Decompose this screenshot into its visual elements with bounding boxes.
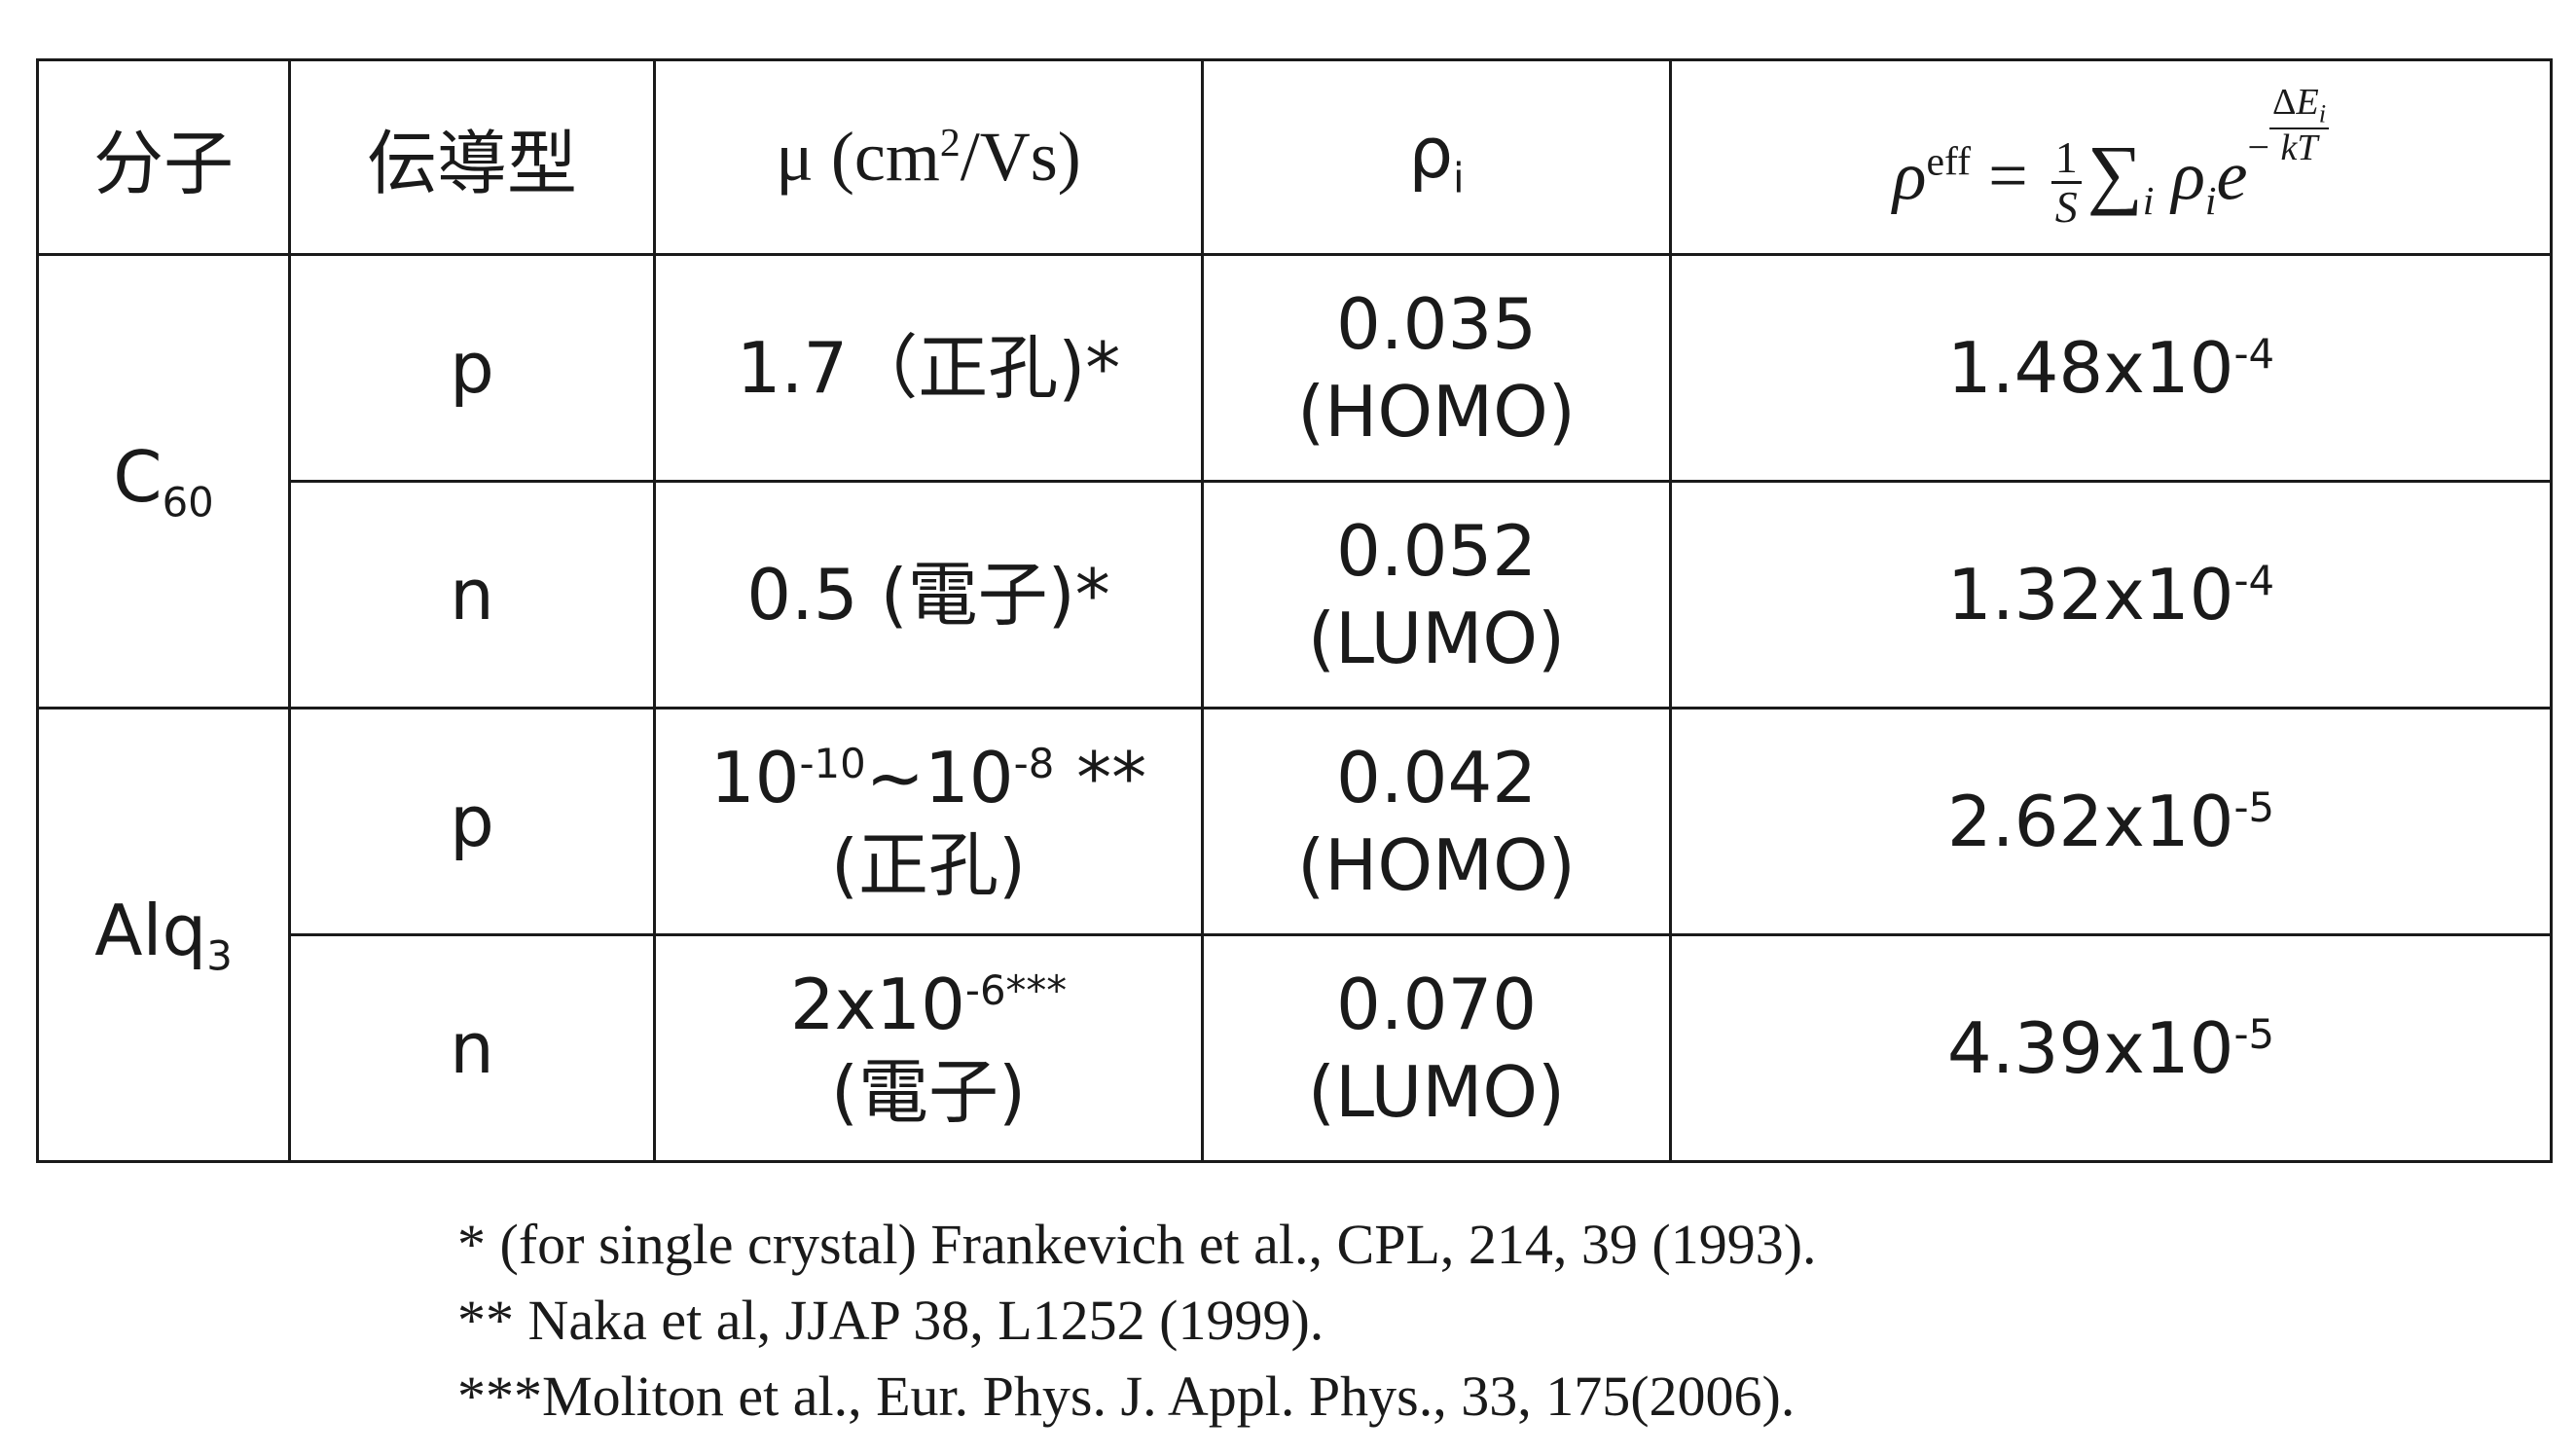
formula-exp-den: kT	[2280, 127, 2318, 169]
rho-value: 0.070	[1335, 964, 1538, 1045]
formula-rho-sub: i	[2204, 178, 2217, 224]
rho-orbital: (HOMO)	[1297, 824, 1576, 906]
mobility-b-exp: -8	[1013, 740, 1055, 787]
formula-e: e	[2216, 136, 2248, 215]
mobility-unit-sup: 2	[939, 121, 961, 165]
cell-type: p	[288, 707, 656, 936]
mobility-line: 0.5 (電子)*	[746, 554, 1110, 636]
cell-rho-eff: 1.32x10-4	[1669, 480, 2553, 709]
mobility-carrier: (電子)	[830, 1051, 1027, 1133]
header-row: 分子 伝導型 μ (cm2/Vs) ρi ρeff = 1 S ∑i ρie− ΔEi…	[36, 58, 2553, 256]
molecule-sub: 3	[206, 931, 233, 980]
cell-rho-eff: 2.62x10-5	[1669, 707, 2553, 936]
cell-rho: 0.070 (LUMO)	[1201, 933, 1672, 1163]
molecule-base: C	[113, 436, 163, 519]
formula-equals: =	[1988, 136, 2028, 215]
rho-value: 0.052	[1335, 510, 1538, 592]
cell-rho: 0.035 (HOMO)	[1201, 253, 1672, 483]
cell-rho: 0.042 (HOMO)	[1201, 707, 1672, 936]
header-mobility: μ (cm2/Vs)	[653, 58, 1204, 256]
mobility-line: 10-10~10-8 **	[656, 734, 1201, 821]
cell-rho-eff: 1.48x10-4	[1669, 253, 2553, 483]
formula-exp-E: E	[2296, 81, 2319, 123]
formula-exp-num: ΔEi	[2269, 81, 2330, 130]
cell-molecule-alq3: Alq3	[36, 707, 291, 1163]
header-molecule: 分子	[36, 58, 291, 256]
mobility-suffix: /Vs)	[960, 118, 1081, 196]
eff-exp: -5	[2233, 783, 2275, 831]
cell-mobility: 0.5 (電子)*	[653, 480, 1204, 709]
formula-exp-sign: −	[2247, 125, 2270, 169]
header-conduction-type: 伝導型	[288, 58, 656, 256]
formula-exp-delta: Δ	[2272, 81, 2297, 123]
eff-base: 4.39x10	[1946, 1007, 2234, 1089]
mobility-a: 10	[709, 737, 800, 818]
header-rho-i: ρi	[1201, 58, 1672, 256]
mobility-a-exp: -10	[799, 740, 866, 787]
table-row: n 0.5 (電子)* 0.052 (LUMO) 1.32x10-4	[38, 480, 2553, 709]
mobility-prefix: μ (cm	[776, 118, 940, 196]
rho-i-base: ρ	[1408, 112, 1454, 195]
cell-molecule-c60: C60	[36, 253, 291, 709]
cell-mobility: 2x10-6*** (電子)	[653, 933, 1204, 1163]
cell-rho-eff: 4.39x10-5	[1669, 933, 2553, 1163]
formula-frac-num: 1	[2050, 133, 2082, 185]
mobility-carrier: (正孔)	[830, 824, 1027, 906]
table-row: n 2x10-6*** (電子) 0.070 (LUMO) 4.39x10-5	[38, 933, 2553, 1163]
mobility-stars: **	[1054, 737, 1147, 818]
footnote: ** Naka et al, JJAP 38, L1252 (1999).	[457, 1289, 1324, 1352]
footnote: * (for single crystal) Frankevich et al.…	[457, 1213, 1817, 1276]
formula-frac-den: S	[2054, 182, 2078, 233]
cell-rho: 0.052 (LUMO)	[1201, 480, 1672, 709]
rho-orbital: (LUMO)	[1307, 1051, 1566, 1133]
cell-type: n	[288, 480, 656, 709]
rho-orbital: (HOMO)	[1297, 371, 1576, 453]
cell-type: n	[288, 933, 656, 1163]
eff-exp: -4	[2233, 557, 2275, 604]
formula-lhs-sup: eff	[1926, 139, 1972, 185]
formula-sum-sub: i	[2142, 178, 2155, 224]
formula-sum: ∑	[2086, 130, 2143, 217]
eff-exp: -4	[2233, 330, 2275, 378]
formula-exp-sub: i	[2318, 98, 2327, 128]
rho-value: 0.042	[1335, 737, 1538, 818]
mobility-a-exp: -6***	[964, 966, 1068, 1014]
cell-type: p	[288, 253, 656, 483]
footnote: ***Moliton et al., Eur. Phys. J. Appl. P…	[457, 1364, 1796, 1428]
data-table: 分子 伝導型 μ (cm2/Vs) ρi ρeff = 1 S ∑i ρie− ΔEi…	[36, 58, 2553, 1163]
table-row: C60 p 1.7（正孔)* 0.035 (HOMO) 1.48x10-4	[36, 253, 2553, 709]
rho-value: 0.035	[1335, 283, 1538, 365]
cell-mobility: 10-10~10-8 ** (正孔)	[653, 707, 1204, 936]
molecule-base: Alq	[94, 890, 207, 972]
formula-lhs: ρ	[1892, 136, 1927, 215]
cell-mobility: 1.7（正孔)*	[653, 253, 1204, 483]
molecule-sub: 60	[162, 478, 214, 527]
mobility-line: 2x10-6***	[656, 961, 1201, 1048]
eff-base: 1.48x10	[1946, 327, 2234, 409]
eff-exp: -5	[2233, 1010, 2275, 1058]
eff-base: 2.62x10	[1946, 781, 2234, 862]
formula-exponent-fraction: ΔEi kT	[2269, 81, 2330, 169]
table-row: Alq3 p 10-10~10-8 ** (正孔) 0.042 (HOMO) 2.…	[36, 707, 2553, 1163]
mobility-a: 2x10	[789, 964, 965, 1045]
eff-base: 1.32x10	[1946, 554, 2234, 636]
mobility-line: 1.7（正孔)*	[736, 327, 1121, 409]
header-formula: ρeff = 1 S ∑i ρie− ΔEi kT	[1669, 58, 2553, 256]
mobility-tilde: ~10	[865, 737, 1014, 818]
rho-orbital: (LUMO)	[1307, 598, 1566, 679]
formula-rho: ρ	[2171, 136, 2205, 215]
rho-i-sub: i	[1453, 154, 1465, 202]
footnotes: * (for single crystal) Frankevich et al.…	[457, 1207, 1817, 1435]
